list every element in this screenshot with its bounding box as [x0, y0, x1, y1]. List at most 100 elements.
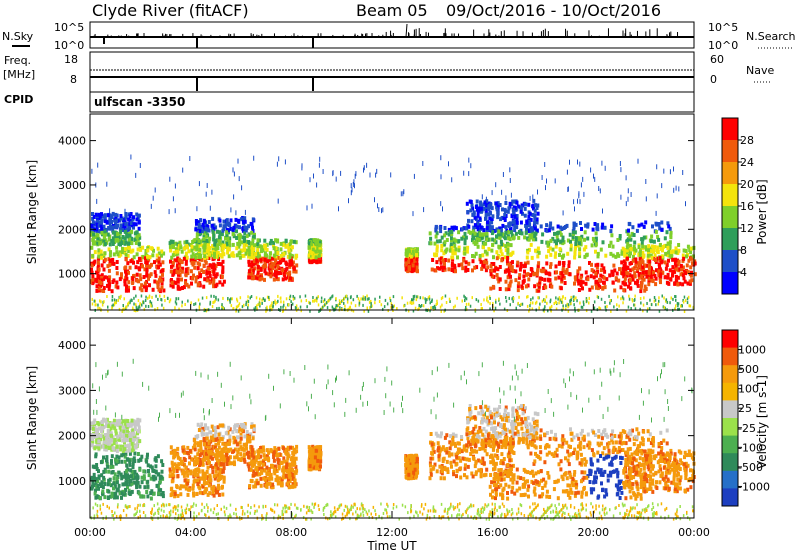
echo-cell	[127, 285, 130, 290]
echo-cell	[92, 215, 96, 219]
echo-cell	[107, 424, 111, 429]
echo-cell	[689, 256, 693, 261]
echo-cell	[545, 228, 549, 233]
echo-cell	[512, 299, 514, 303]
echo-cell	[320, 300, 323, 304]
echo-cell	[500, 242, 504, 247]
echo-cell	[97, 280, 101, 284]
echo-cell	[195, 232, 199, 237]
echo-cell	[409, 254, 413, 259]
echo-cell	[666, 275, 670, 280]
echo-cell	[356, 294, 358, 298]
echo-cell	[281, 268, 284, 273]
echo-cell	[256, 276, 260, 281]
echo-cell	[295, 263, 299, 268]
echo-cell	[511, 260, 514, 265]
echo-cell	[124, 257, 128, 262]
echo-cell	[207, 242, 210, 247]
echo-cell	[170, 280, 174, 285]
echo-cell	[116, 285, 120, 290]
echo-cell	[450, 261, 454, 266]
echo-cell	[250, 264, 254, 269]
echo-cell	[531, 213, 535, 217]
echo-cell	[427, 296, 430, 300]
echo-cell	[655, 268, 658, 273]
echo-cell	[100, 214, 104, 219]
echo-cell	[507, 230, 511, 234]
echo-cell	[93, 425, 97, 430]
echo-cell	[100, 218, 104, 223]
echo-cell	[457, 263, 461, 268]
echo-cell	[222, 307, 225, 311]
echo-cell	[584, 270, 588, 275]
echo-cell	[275, 253, 279, 258]
echo-cell	[495, 256, 499, 261]
echo-cell	[573, 199, 575, 205]
nsky-tick-bottom-right: 10^0	[708, 39, 738, 52]
echo-cell	[649, 278, 653, 283]
y-tick-label: 3000	[58, 179, 86, 192]
echo-cell	[513, 224, 517, 229]
echo-cell	[249, 255, 253, 260]
echo-cell	[641, 244, 645, 249]
echo-cell	[469, 199, 473, 204]
echo-cell	[569, 247, 573, 252]
echo-cell	[493, 309, 495, 313]
echo-cell	[454, 247, 458, 252]
echo-cell	[264, 271, 268, 276]
echo-cell	[490, 262, 494, 266]
echo-cell	[107, 278, 110, 283]
echo-cell	[378, 300, 381, 303]
echo-cell	[619, 285, 623, 290]
echo-cell	[654, 258, 657, 262]
echo-cell	[451, 251, 455, 256]
echo-cell	[507, 287, 511, 292]
echo-cell	[516, 284, 520, 288]
echo-cell	[657, 262, 661, 267]
echo-cell	[132, 432, 136, 437]
echo-cell	[179, 259, 182, 264]
echo-cell	[484, 214, 488, 219]
echo-cell	[150, 465, 154, 470]
echo-cell	[202, 231, 206, 236]
echo-cell	[640, 280, 644, 285]
echo-cell	[617, 278, 621, 283]
echo-cell	[218, 469, 222, 474]
echo-cell	[120, 495, 123, 500]
echo-cell	[656, 256, 660, 261]
echo-cell	[176, 256, 180, 261]
echo-cell	[658, 299, 660, 303]
echo-cell	[99, 249, 103, 254]
echo-cell	[405, 266, 409, 271]
echo-cell	[572, 221, 576, 226]
echo-cell	[304, 294, 307, 298]
echo-cell	[133, 451, 137, 456]
echo-cell	[271, 256, 274, 261]
echo-cell	[673, 261, 677, 266]
echo-cell	[677, 267, 681, 272]
echo-cell	[240, 248, 244, 253]
echo-cell	[140, 480, 144, 485]
echo-cell	[147, 473, 151, 478]
echo-cell	[240, 240, 243, 245]
echo-cell	[661, 270, 665, 275]
echo-cell	[195, 243, 199, 248]
echo-cell	[533, 284, 537, 289]
echo-cell	[194, 219, 198, 223]
echo-cell	[259, 297, 261, 301]
echo-cell	[135, 212, 139, 217]
echo-cell	[160, 249, 164, 254]
echo-cell	[493, 268, 497, 273]
echo-cell	[172, 455, 176, 460]
echo-cell	[115, 449, 119, 454]
echo-cell	[620, 167, 622, 173]
echo-cell	[222, 279, 226, 284]
echo-cell	[221, 457, 225, 462]
echo-cell	[229, 300, 231, 304]
echo-cell	[654, 221, 658, 226]
echo-cell	[205, 271, 209, 276]
echo-cell	[144, 288, 148, 293]
echo-cell	[582, 300, 585, 304]
echo-cell	[97, 469, 100, 474]
echo-cell	[634, 294, 636, 298]
